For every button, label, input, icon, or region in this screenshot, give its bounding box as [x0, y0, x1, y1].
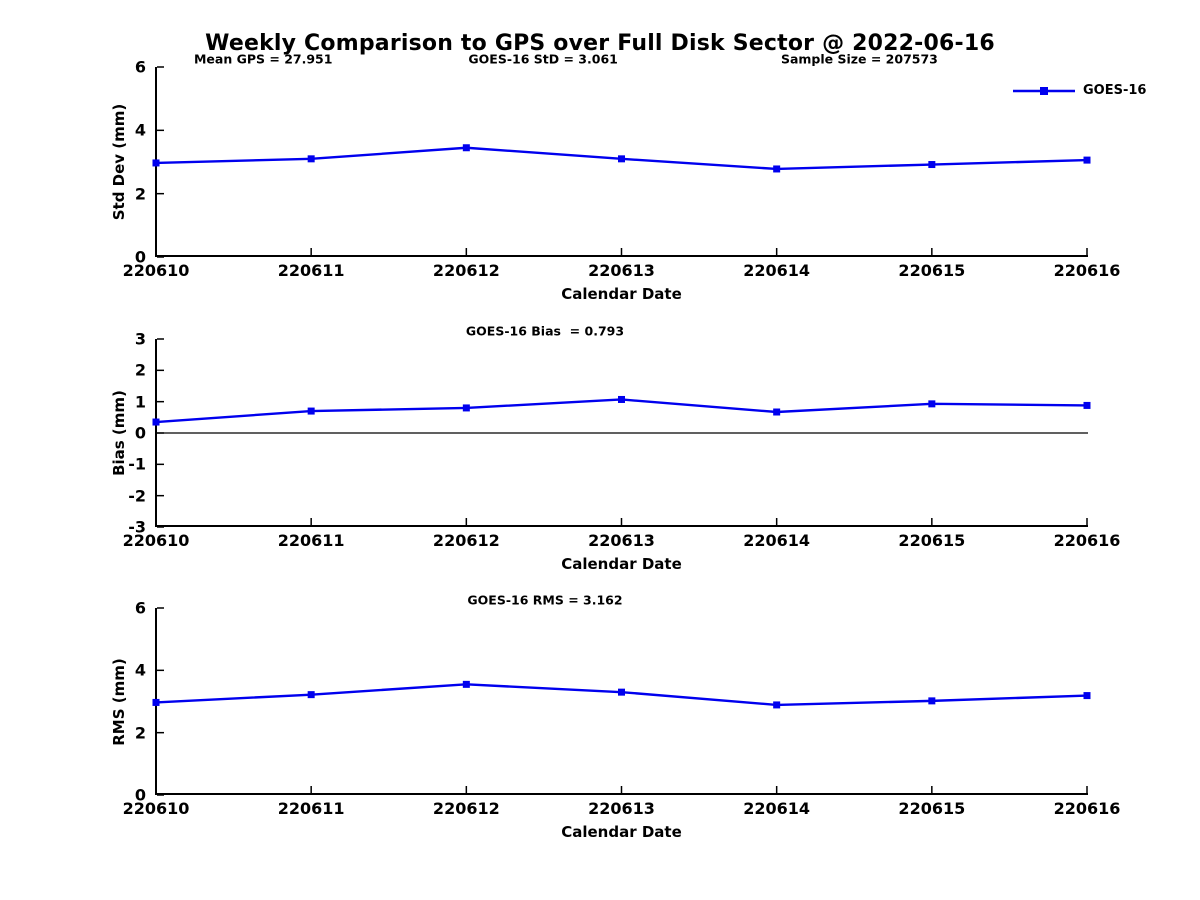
stddev-subplot: 220610 220611 220612 220613 220614 220615 2206… [110, 52, 1146, 304]
bias-x-axis-label: Calendar Date [561, 555, 682, 573]
figure-title: Weekly Comparison to GPS over Full Disk … [205, 31, 995, 56]
y-tick-label: 3 [134, 329, 146, 349]
stddev-tick-labels: 220610 220611 220612 220613 220614 220615 2206… [123, 58, 1121, 281]
y-tick-label: 0 [134, 247, 146, 267]
x-tick-label: 220612 [432, 531, 500, 550]
stddev-y-axis-label: Std Dev (mm) [110, 103, 128, 221]
rms-y-axis-label: RMS (mm) [110, 657, 128, 746]
y-tick-label: 4 [134, 120, 146, 140]
stddev-plot-canvas [152, 66, 1091, 258]
x-tick-label: 220611 [277, 799, 345, 818]
annotation-goes16-bias: GOES-16 Bias = 0.793 [465, 323, 625, 339]
x-tick-label: 220616 [1053, 531, 1121, 550]
x-tick-label: 220610 [122, 799, 190, 818]
annotation-sample-size: Sample Size = 207573 [780, 51, 938, 67]
rms-subplot: 220610 220611 220612 220613 220614 220615 2206… [110, 593, 1121, 842]
bias-y-axis-label: Bias (mm) [110, 390, 128, 476]
stddev-x-axis-label: Calendar Date [561, 285, 682, 303]
rms-x-axis-label: Calendar Date [561, 823, 682, 841]
y-tick-label: 0 [134, 785, 146, 805]
legend: GOES-16 [1013, 83, 1146, 98]
x-tick-label: 220610 [122, 261, 190, 280]
x-tick-label: 220614 [743, 799, 811, 818]
x-tick-label: 220614 [743, 261, 811, 280]
y-tick-label: 6 [134, 57, 146, 77]
annotation-goes16-std: GOES-16 StD = 3.061 [468, 51, 618, 67]
x-tick-label: 220612 [432, 261, 500, 280]
y-tick-label: 6 [134, 598, 146, 618]
x-tick-label: 220615 [898, 261, 966, 280]
bias-plot-canvas [152, 338, 1091, 528]
y-tick-label: 4 [134, 660, 146, 680]
x-tick-label: 220610 [122, 531, 190, 550]
y-tick-label: 2 [134, 184, 146, 204]
rms-plot-canvas [152, 607, 1091, 796]
y-tick-label: -2 [128, 486, 146, 506]
bias-tick-labels: 220610 220611 220612 220613 220614 220615 2206… [123, 330, 1121, 551]
x-tick-label: 220616 [1053, 799, 1121, 818]
y-tick-label: -3 [128, 517, 146, 537]
rms-tick-labels: 220610 220611 220612 220613 220614 220615 2206… [123, 599, 1121, 819]
y-tick-label: -1 [128, 454, 146, 474]
x-tick-label: 220614 [743, 531, 811, 550]
annotation-goes16-rms: GOES-16 RMS = 3.162 [467, 592, 623, 608]
x-tick-label: 220611 [277, 531, 345, 550]
y-tick-label: 2 [134, 360, 146, 380]
x-tick-label: 220616 [1053, 261, 1121, 280]
legend-line-icon [1013, 86, 1075, 95]
x-tick-label: 220611 [277, 261, 345, 280]
x-tick-label: 220615 [898, 799, 966, 818]
legend-label: GOES-16 [1083, 83, 1147, 98]
x-tick-label: 220613 [588, 799, 655, 818]
x-tick-label: 220613 [588, 261, 655, 280]
x-tick-label: 220613 [588, 531, 655, 550]
annotation-mean-gps: Mean GPS = 27.951 [193, 51, 333, 67]
x-tick-label: 220615 [898, 531, 966, 550]
bias-subplot: 220610 220611 220612 220613 220614 220615 2206… [110, 324, 1121, 574]
y-tick-label: 1 [134, 392, 146, 412]
x-tick-label: 220612 [432, 799, 500, 818]
y-tick-label: 0 [134, 423, 146, 443]
y-tick-label: 2 [134, 723, 146, 743]
